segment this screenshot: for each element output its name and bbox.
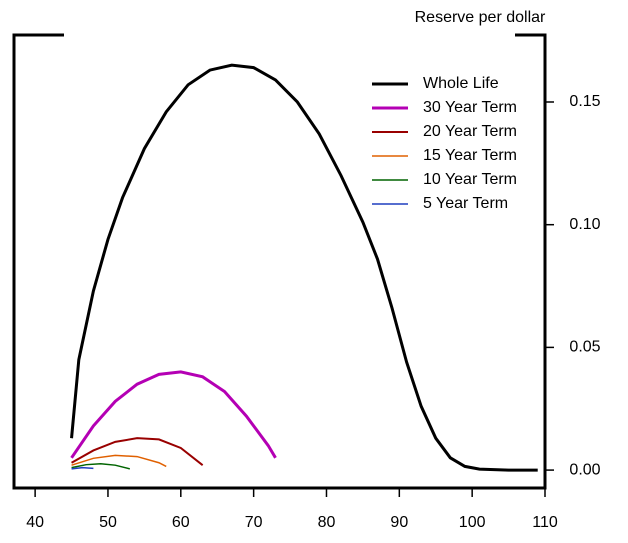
x-tick-label: 60 <box>172 514 190 531</box>
y-tick-label: 0.00 <box>569 461 600 478</box>
series-line <box>71 466 94 470</box>
series-line <box>71 454 167 468</box>
x-tick-label: 50 <box>99 514 117 531</box>
series-line <box>71 462 130 470</box>
y-tick-label: 0.10 <box>569 216 600 233</box>
y-axis-label: Reserve per dollar <box>415 9 546 26</box>
series-line <box>71 437 204 466</box>
x-tick-label: 100 <box>459 514 486 531</box>
series-line <box>70 63 538 472</box>
plot-frame <box>12 33 547 490</box>
legend-label: 5 Year Term <box>423 195 508 212</box>
x-tick-label: 80 <box>318 514 336 531</box>
legend-label: 10 Year Term <box>423 171 517 188</box>
x-tick-label: 90 <box>390 514 408 531</box>
legend-label: 15 Year Term <box>423 147 517 164</box>
legend-label: 20 Year Term <box>423 123 517 140</box>
y-tick-label: 0.15 <box>569 93 600 110</box>
x-tick-label: 70 <box>245 514 263 531</box>
x-tick-label: 110 <box>532 514 558 531</box>
legend-label: 30 Year Term <box>423 99 517 116</box>
y-tick-label: 0.05 <box>569 339 600 356</box>
x-tick-label: 40 <box>26 514 44 531</box>
legend-label: Whole Life <box>423 75 499 92</box>
series-line <box>70 370 277 459</box>
